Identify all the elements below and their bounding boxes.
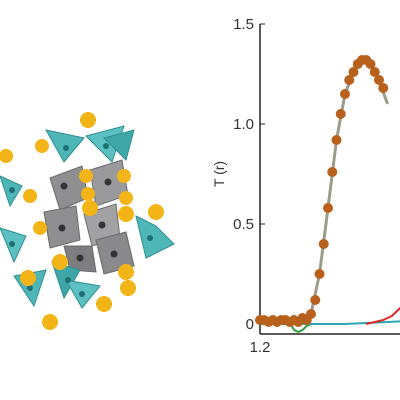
data-point: [369, 67, 380, 77]
data-point: [323, 203, 333, 213]
gold-atom: [42, 314, 58, 330]
data-point: [348, 67, 359, 77]
cation-atom: [63, 145, 69, 151]
series-line-curve-green: [288, 321, 312, 333]
chart: 0 0.5 1.0 1.5 1.2 T (r): [211, 16, 400, 356]
cation-atom: [58, 224, 66, 232]
gold-atom: [23, 189, 37, 203]
gold-atoms: [0, 112, 164, 330]
gold-atom: [119, 191, 133, 205]
data-point: [374, 75, 384, 85]
data-point: [318, 239, 329, 249]
data-point: [310, 295, 321, 305]
cation-atom: [98, 221, 106, 229]
x-tick-label: 1.2: [250, 339, 271, 356]
gold-atom: [80, 112, 96, 128]
cation-atom: [110, 250, 118, 258]
y-tick-label: 0.5: [233, 216, 254, 233]
gold-atom: [0, 149, 13, 163]
cation-atoms: [9, 143, 153, 297]
teal-polyhedron: [103, 129, 135, 161]
gold-atom: [96, 296, 112, 312]
cation-atom: [27, 285, 33, 291]
data-point: [314, 269, 325, 279]
cation-atom: [76, 254, 84, 262]
data-point: [306, 309, 316, 319]
gold-atom: [82, 200, 98, 216]
data-point: [340, 89, 350, 99]
gold-atom: [120, 280, 136, 296]
data-point: [365, 59, 376, 69]
gold-atom: [118, 206, 134, 222]
series-line-fit-curve: [260, 58, 389, 322]
teal-polyhedron: [135, 215, 175, 259]
gold-atom: [117, 169, 131, 183]
gold-atom: [20, 270, 36, 286]
x-axis-ticks: 1.2: [250, 339, 271, 356]
data-point: [378, 83, 389, 93]
crystal-structure-illustration: [0, 112, 175, 330]
gold-atom: [79, 169, 93, 183]
cation-atom: [104, 178, 112, 186]
gold-atom: [33, 221, 47, 235]
cation-atom: [60, 182, 68, 190]
cation-atom: [9, 241, 15, 247]
cation-atom: [103, 143, 109, 149]
y-tick-label: 1.5: [233, 16, 254, 33]
data-point: [327, 167, 338, 177]
gold-atom: [118, 264, 134, 280]
gold-atom: [81, 187, 95, 201]
cation-atom: [65, 277, 71, 283]
y-axis-ticks: 0 0.5 1.0 1.5: [233, 16, 265, 333]
y-tick-label: 0: [246, 316, 254, 333]
y-tick-label: 1.0: [233, 116, 254, 133]
y-axis-label: T (r): [211, 161, 227, 187]
gold-atom: [35, 139, 49, 153]
cation-atom: [147, 235, 153, 241]
gold-atom: [52, 254, 68, 270]
data-points: [255, 55, 389, 327]
series-line-curve-red: [366, 306, 400, 325]
data-point: [335, 109, 346, 119]
data-point: [344, 75, 355, 85]
cation-atom: [79, 291, 85, 297]
gold-atom: [148, 204, 164, 220]
series-lines: [260, 58, 400, 333]
data-point: [331, 135, 342, 145]
cation-atom: [9, 187, 15, 193]
